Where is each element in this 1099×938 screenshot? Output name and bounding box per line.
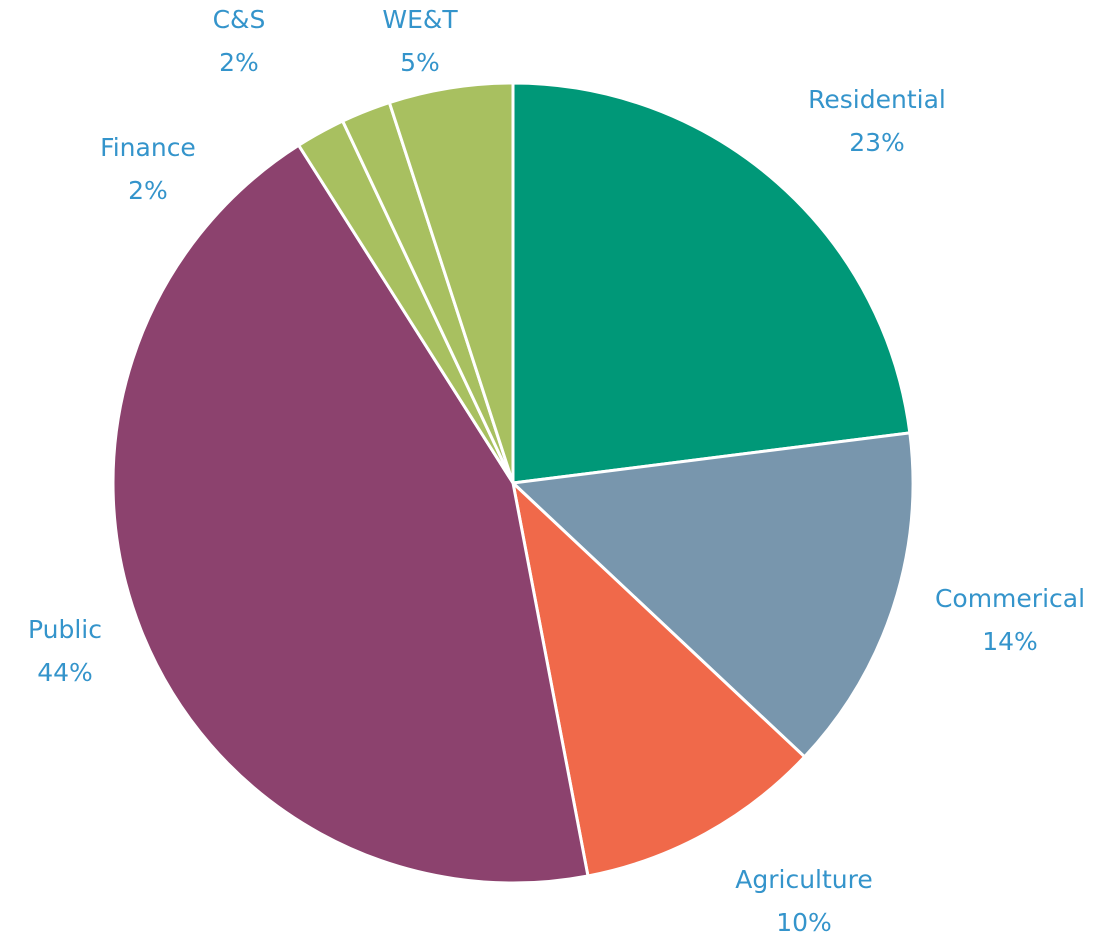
slice-label: WE&T	[382, 5, 458, 34]
pie-slice	[387, 81, 515, 484]
pie-slice	[510, 478, 807, 878]
slice-value-label: 10%	[776, 908, 832, 937]
slice-value-label: 5%	[400, 48, 440, 77]
slice-label: Public	[28, 615, 102, 644]
slice-label: Finance	[100, 133, 196, 162]
pie-slice	[111, 143, 590, 885]
slice-value-label: 23%	[849, 128, 905, 157]
slice-value-label: 2%	[128, 176, 168, 205]
pie-slice	[509, 431, 915, 759]
slice-value-label: 14%	[982, 627, 1038, 656]
slice-value-label: 2%	[219, 48, 259, 77]
slice-label: C&S	[213, 5, 266, 34]
slice-value-label: 44%	[37, 658, 93, 687]
slice-label: Residential	[808, 85, 946, 114]
slice-label: Commerical	[935, 584, 1085, 613]
slice-label: Agriculture	[735, 865, 873, 894]
pie-slice	[511, 81, 912, 485]
